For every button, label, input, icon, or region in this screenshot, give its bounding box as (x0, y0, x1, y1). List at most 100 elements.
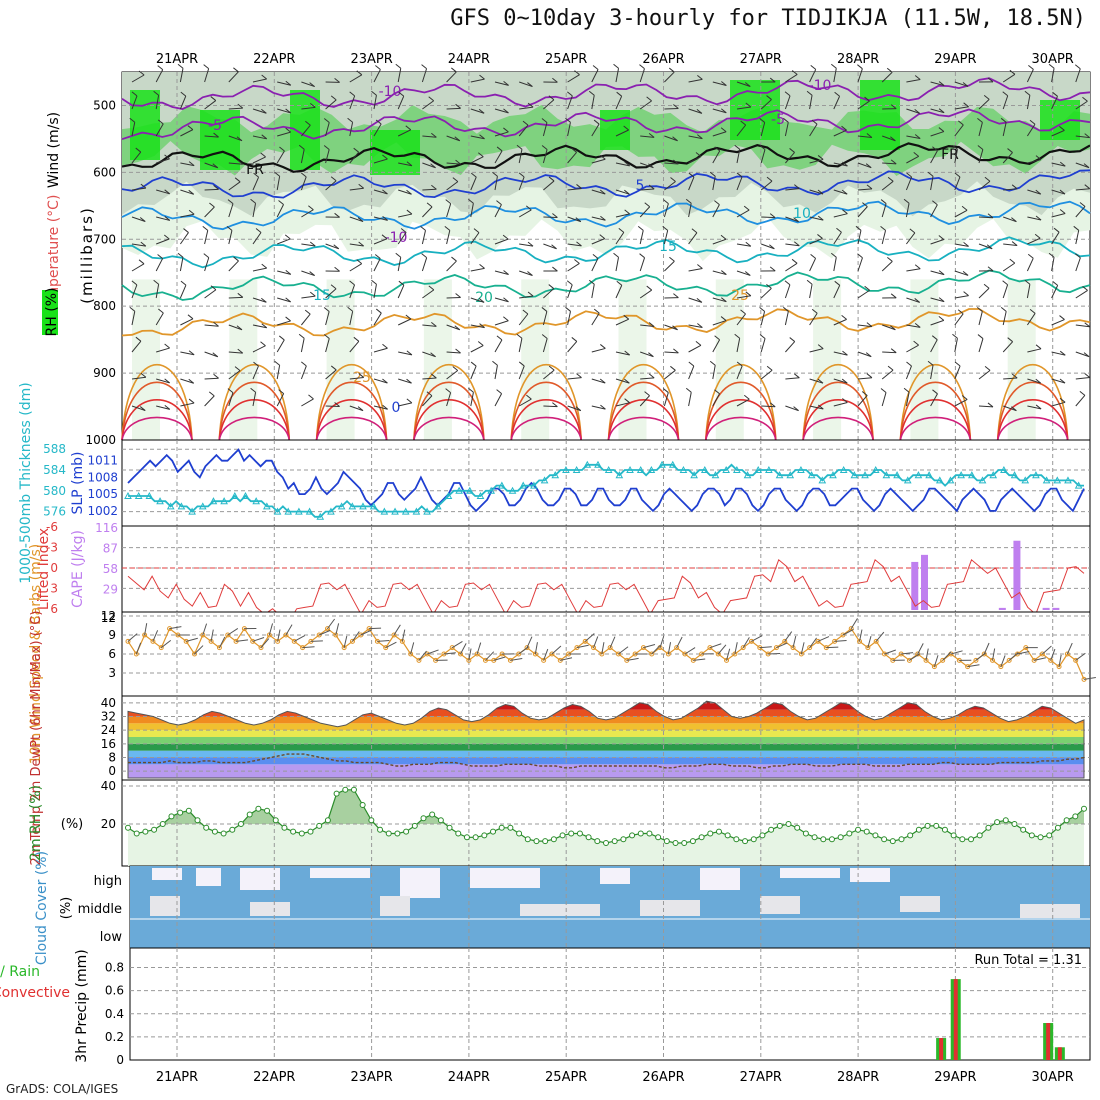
thickness-point (166, 502, 175, 510)
thickness-point (551, 471, 560, 479)
wind-barb (478, 297, 485, 303)
wind-barb (496, 335, 503, 341)
wind-barb (720, 234, 727, 240)
surface-wind-barb (236, 639, 249, 642)
rh2m-point (437, 817, 444, 824)
isotherm-loop (510, 381, 582, 441)
wind-barb (541, 118, 548, 123)
surface-wind-barb (901, 652, 914, 655)
rh2m-point (1054, 824, 1061, 831)
wind-barb (1027, 159, 1042, 164)
surface-wind-barb (252, 637, 265, 642)
rh2m-point (820, 836, 827, 843)
wind-barb (180, 213, 195, 218)
rh2m-point (907, 832, 914, 839)
wind-barb (204, 257, 210, 272)
wind-barb (1075, 351, 1090, 358)
wind-barb (519, 295, 534, 299)
wind-barb (691, 228, 698, 234)
wind-barb (455, 103, 461, 109)
wind-barb (373, 378, 388, 384)
wind-barb (131, 340, 142, 353)
wind-barb (688, 108, 703, 114)
wind-barb (357, 217, 364, 222)
wind-barb (301, 124, 311, 137)
wind-barb (588, 90, 595, 96)
wind-barb (323, 145, 330, 150)
thickness-point (893, 471, 901, 479)
wind-barb (228, 260, 239, 272)
wind-speed-point (524, 645, 530, 651)
wind-barb (623, 125, 629, 131)
wind-speed-point (724, 657, 730, 663)
wind-barb (932, 200, 938, 206)
wind-speed-point (458, 651, 464, 657)
wind-barb (278, 389, 284, 394)
thickness-point (914, 471, 923, 479)
wind-barb (1079, 202, 1086, 207)
wind-barb (565, 306, 571, 312)
wind-barb (566, 280, 573, 286)
isotherm-loop (413, 416, 485, 441)
wind-barb (333, 244, 340, 250)
wind-barb (301, 81, 315, 88)
surface-wind-barb (152, 630, 159, 642)
wind-barb (954, 81, 969, 87)
wind-barb (237, 292, 244, 298)
wind-barb (454, 136, 461, 142)
wind-barb (574, 259, 580, 264)
wind-barb (881, 369, 894, 380)
wind-barb (398, 213, 412, 218)
wind-speed-point (316, 632, 322, 638)
rh2m-point (516, 830, 523, 837)
surface-wind-barb (186, 637, 198, 642)
wind-barb (131, 122, 136, 137)
wind-barb (591, 216, 606, 221)
rh2m-point (403, 828, 410, 835)
thickness-point (455, 486, 463, 494)
surface-wind-barb (1066, 642, 1073, 655)
thickness-point (295, 507, 303, 515)
wind-barb (252, 176, 260, 191)
wind-barb (349, 122, 354, 137)
wind-barb (252, 365, 259, 380)
wind-barb (743, 205, 750, 211)
wind-barb (164, 216, 171, 221)
y-tick-label: 20 (101, 817, 116, 831)
surface-wind-barb (817, 636, 830, 642)
y-tick-label: 29 (103, 583, 118, 597)
surface-wind-barb (518, 646, 529, 655)
wind-barb (180, 91, 187, 97)
wind-barb (400, 228, 407, 233)
isotherm-loop (510, 399, 582, 441)
isotherm-loop (121, 364, 193, 441)
surface-wind-barb (210, 629, 214, 642)
wind-speed-point (707, 645, 713, 651)
wind-barb (794, 373, 800, 379)
wind-barb (325, 243, 339, 250)
wind-barb (155, 123, 164, 137)
wind-barb (252, 78, 267, 83)
x-tick-label-bottom: 26APR (642, 1070, 684, 1085)
wind-barb (1003, 216, 1017, 223)
wind-barb (406, 209, 413, 215)
wind-barb (810, 253, 816, 259)
wind-barb (785, 405, 799, 412)
wind-barb (470, 156, 484, 164)
wind-barb (615, 213, 630, 218)
wind-barb (140, 241, 147, 247)
wind-barb (1028, 64, 1034, 70)
wind-barb (526, 394, 532, 400)
wind-barb (857, 162, 872, 169)
rh2m-point (498, 824, 505, 831)
wind-speed-point (931, 664, 937, 670)
wind-barb (397, 257, 402, 272)
wind-barb (1026, 284, 1031, 299)
wind-barb (784, 91, 791, 97)
wind-barb (382, 215, 388, 221)
wind-barb (277, 108, 291, 114)
wind-speed-point (906, 657, 912, 663)
wind-barb (759, 145, 766, 150)
wind-barb (914, 264, 921, 270)
wind-barb (470, 135, 485, 140)
